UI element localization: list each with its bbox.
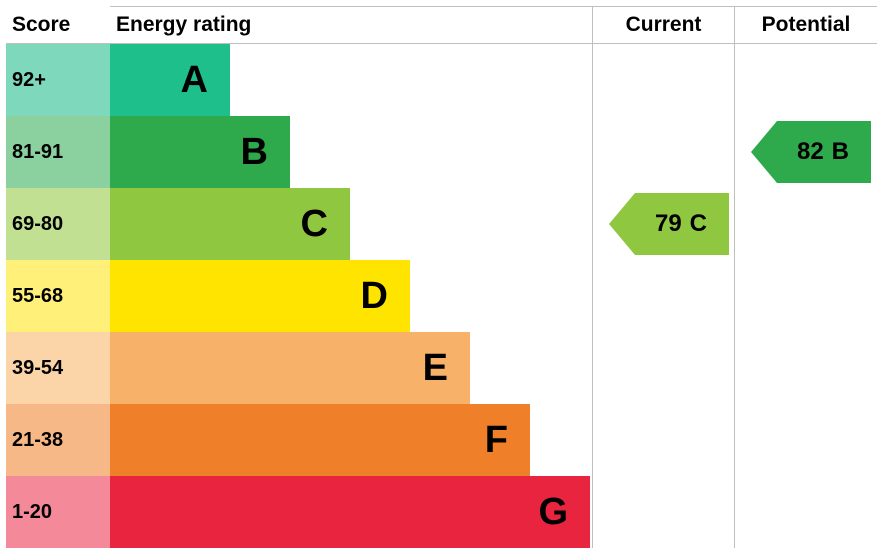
header-current: Current: [593, 6, 735, 44]
potential-cell: [735, 44, 877, 116]
rating-bar-d: D: [110, 260, 410, 332]
rating-bar-f: F: [110, 404, 530, 476]
score-range: 39-54: [6, 332, 110, 404]
band-row-d: 55-68D: [6, 260, 877, 332]
rating-rows: 92+A81-91B82B69-80C79C55-68D39-54E21-38F…: [6, 44, 877, 548]
current-cell: [593, 260, 735, 332]
band-row-f: 21-38F: [6, 404, 877, 476]
rating-area: B: [110, 116, 593, 188]
header-score: Score: [6, 6, 110, 44]
header-potential: Potential: [735, 6, 877, 44]
rating-area: D: [110, 260, 593, 332]
rating-bar-a: A: [110, 44, 230, 116]
band-row-b: 81-91B82B: [6, 116, 877, 188]
band-row-g: 1-20G: [6, 476, 877, 548]
current-cell: [593, 116, 735, 188]
rating-bar-b: B: [110, 116, 290, 188]
arrow-label: 79 C: [631, 210, 707, 238]
score-range: 55-68: [6, 260, 110, 332]
rating-bar-g: G: [110, 476, 590, 548]
band-row-c: 69-80C79C: [6, 188, 877, 260]
header-rating: Energy rating: [110, 6, 593, 44]
potential-cell: [735, 404, 877, 476]
score-range: 21-38: [6, 404, 110, 476]
arrow-score: 82: [797, 138, 824, 165]
arrow-letter: C: [690, 210, 707, 237]
current-cell: 79 C: [593, 188, 735, 260]
current-cell: [593, 332, 735, 404]
score-range: 92+: [6, 44, 110, 116]
current-cell: [593, 476, 735, 548]
rating-area: E: [110, 332, 593, 404]
rating-area: G: [110, 476, 593, 548]
current-cell: [593, 44, 735, 116]
score-range: 1-20: [6, 476, 110, 548]
energy-rating-chart: Score Energy rating Current Potential 92…: [0, 0, 883, 550]
rating-area: C: [110, 188, 593, 260]
potential-cell: [735, 260, 877, 332]
arrow-score: 79: [655, 210, 682, 237]
potential-cell: [735, 188, 877, 260]
score-range: 81-91: [6, 116, 110, 188]
score-range: 69-80: [6, 188, 110, 260]
rating-bar-c: C: [110, 188, 350, 260]
rating-bar-e: E: [110, 332, 470, 404]
current-arrow: 79 C: [609, 193, 729, 255]
potential-arrow: 82 B: [751, 121, 871, 183]
rating-area: F: [110, 404, 593, 476]
current-cell: [593, 404, 735, 476]
potential-cell: 82 B: [735, 116, 877, 188]
potential-cell: [735, 476, 877, 548]
rating-area: A: [110, 44, 593, 116]
band-row-a: 92+A: [6, 44, 877, 116]
potential-cell: [735, 332, 877, 404]
band-row-e: 39-54E: [6, 332, 877, 404]
header-row: Score Energy rating Current Potential: [6, 6, 877, 44]
arrow-label: 82 B: [773, 138, 849, 166]
arrow-letter: B: [832, 138, 849, 165]
